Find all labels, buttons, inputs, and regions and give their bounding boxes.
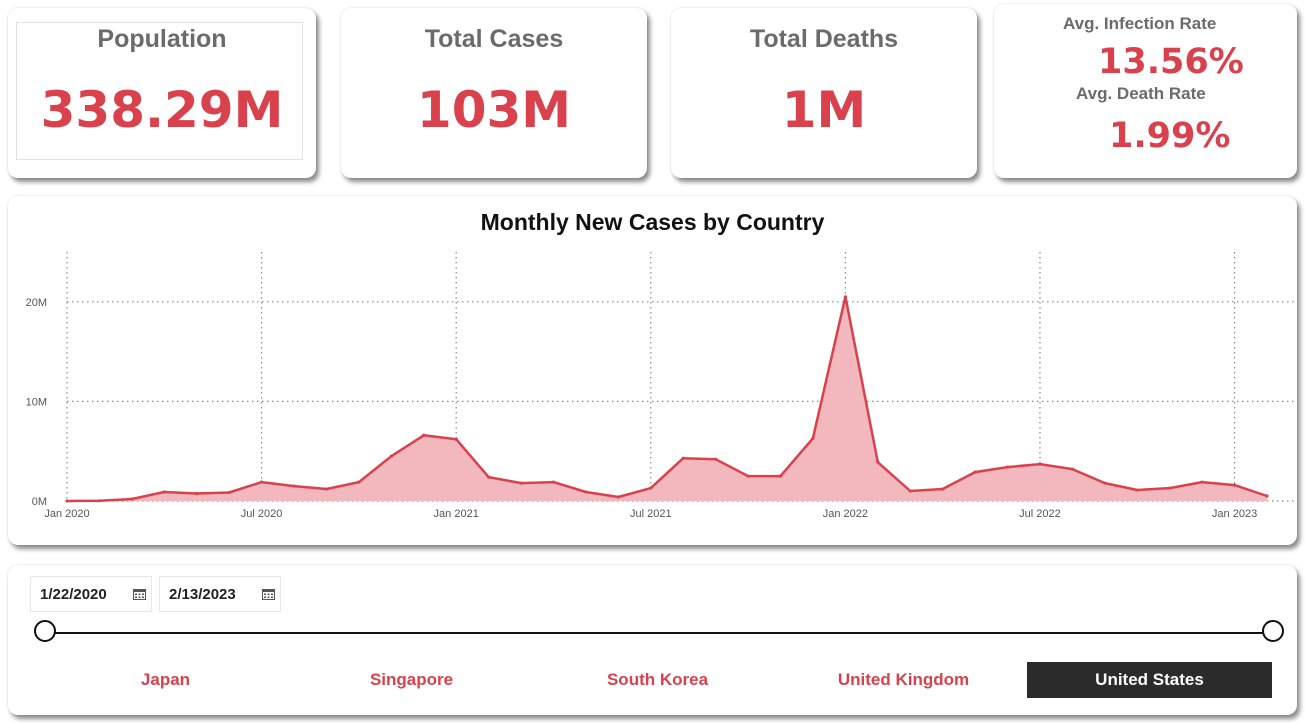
infection-rate-value: 13.56% (1098, 42, 1244, 82)
x-tick-label: Jan 2022 (823, 508, 868, 520)
data-point (714, 457, 718, 461)
data-point (551, 480, 556, 484)
total-cases-value: 103M (416, 81, 572, 139)
date-range-slider-track[interactable] (45, 632, 1275, 634)
data-point (811, 436, 815, 440)
data-point (584, 490, 588, 494)
data-point (746, 474, 750, 478)
data-point (324, 487, 329, 491)
data-point (227, 490, 231, 495)
data-point (1265, 494, 1269, 498)
data-point (162, 490, 166, 494)
date-range-end-handle[interactable] (1262, 620, 1284, 642)
data-point (843, 295, 847, 299)
data-point (649, 486, 653, 490)
x-tick-label: Jan 2023 (1212, 508, 1257, 520)
data-point (876, 460, 880, 464)
data-point (487, 475, 491, 479)
kpi-card-total-cases: Total Cases 103M (341, 8, 647, 178)
y-tick-label: 0M (32, 496, 47, 508)
death-rate-title: Avg. Death Rate (1076, 84, 1206, 103)
start-date-input[interactable]: 1/22/2020 (30, 576, 152, 612)
data-point (422, 433, 426, 437)
x-tick-label: Jan 2021 (434, 508, 479, 520)
data-point (1070, 467, 1075, 471)
area-chart: 0M 10M 20M Jan 2020 Jul 2020 Jan 2021 Jul 2021… (26, 252, 1297, 520)
kpi-card-rates: Avg. Infection Rate 13.56% Avg. Death Ra… (994, 4, 1297, 178)
kpi-card-population: Population 338.29M (8, 8, 316, 178)
calendar-icon[interactable] (133, 588, 146, 600)
data-point (454, 437, 458, 441)
x-tick-label: Jul 2020 (241, 508, 283, 520)
data-point (1103, 481, 1107, 485)
data-point (1038, 462, 1042, 466)
y-tick-label: 20M (26, 297, 47, 309)
data-point (973, 470, 977, 474)
end-date-input[interactable]: 2/13/2023 (159, 576, 281, 612)
death-rate-value: 1.99% (1109, 116, 1231, 156)
data-point (778, 474, 783, 478)
calendar-icon[interactable] (262, 588, 275, 600)
x-tick-label: Jul 2021 (630, 508, 672, 520)
data-point (1232, 483, 1237, 487)
data-point (389, 454, 393, 458)
end-date-value: 2/13/2023 (169, 586, 236, 603)
filter-card: 1/22/2020 2/13/2023 Japan Singapore South … (8, 565, 1297, 715)
data-point (941, 487, 945, 491)
chart-card: Monthly New Cases by Country 0M 10M 20M Jan… (8, 196, 1297, 545)
population-title: Population (97, 25, 227, 53)
chart-title: Monthly New Cases by Country (480, 209, 825, 235)
country-button-singapore[interactable]: Singapore (369, 670, 454, 689)
data-point (681, 456, 685, 460)
data-point (259, 480, 264, 484)
x-tick-label: Jul 2022 (1019, 508, 1061, 520)
date-range-start-handle[interactable] (34, 620, 56, 642)
data-point (616, 495, 620, 499)
country-button-united-kingdom[interactable]: United Kingdom (837, 670, 970, 689)
data-point (97, 499, 102, 503)
total-deaths-value: 1M (781, 81, 867, 139)
data-point (1200, 480, 1204, 484)
data-point (1005, 465, 1010, 469)
data-point (130, 497, 134, 501)
data-point (195, 491, 199, 496)
infection-rate-title: Avg. Infection Rate (1063, 14, 1217, 33)
total-cases-title: Total Cases (424, 25, 564, 53)
data-point (908, 489, 912, 493)
series-line (66, 295, 1268, 503)
data-point (1168, 486, 1172, 490)
x-tick-label: Jan 2020 (44, 508, 89, 520)
kpi-card-total-deaths: Total Deaths 1M (671, 8, 977, 178)
country-button-united-states[interactable]: United States (1027, 662, 1272, 698)
country-button-japan[interactable]: Japan (140, 670, 191, 689)
data-point (519, 481, 523, 485)
population-value: 338.29M (40, 81, 284, 139)
country-button-south-korea[interactable]: South Korea (606, 670, 709, 689)
start-date-value: 1/22/2020 (40, 586, 107, 603)
y-tick-label: 10M (26, 396, 47, 408)
data-point (357, 480, 361, 484)
data-point (292, 484, 296, 488)
series-area (67, 296, 1267, 501)
total-deaths-title: Total Deaths (749, 25, 899, 53)
population-card-frame (16, 22, 303, 160)
data-point (65, 499, 69, 503)
data-point (1135, 488, 1139, 492)
